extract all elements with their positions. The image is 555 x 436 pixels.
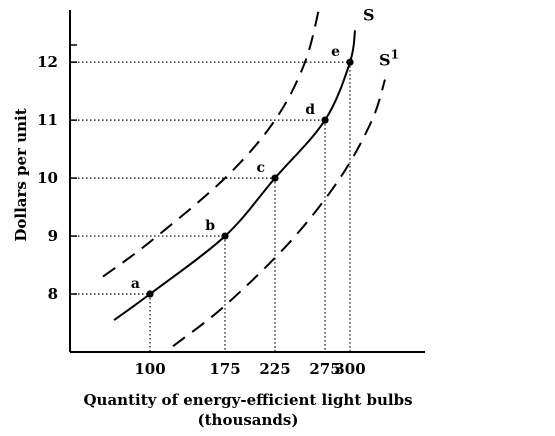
x-tick-label-175: 175 <box>209 360 240 378</box>
x-tick-label-100: 100 <box>134 360 165 378</box>
y-tick-label-8: 8 <box>48 285 58 303</box>
supply-curves <box>102 3 386 347</box>
point-a <box>146 290 154 298</box>
x-tick-label-300: 300 <box>334 360 365 378</box>
y-tick-label-12: 12 <box>37 53 58 71</box>
point-e <box>346 58 354 66</box>
curve-s2 <box>102 3 321 278</box>
point-c <box>271 174 279 182</box>
curve-label-s: S <box>363 5 375 24</box>
dotted-guide-lines <box>70 61 351 352</box>
marked-points <box>146 58 354 298</box>
point-d <box>321 116 329 124</box>
x-tick-label-225: 225 <box>259 360 290 378</box>
point-label-e: e <box>331 44 340 60</box>
x-axis-title-line2: (thousands) <box>198 411 299 429</box>
point-label-a: a <box>131 276 140 292</box>
y-tick-label-9: 9 <box>48 227 58 245</box>
curve-s1 <box>172 79 386 347</box>
x-axis-title-line1: Quantity of energy-efficient light bulbs <box>83 391 412 409</box>
y-tick-label-10: 10 <box>37 169 58 187</box>
curve-label-s1: S1 <box>379 48 399 70</box>
y-tick-label-11: 11 <box>37 111 58 129</box>
point-b <box>221 232 229 240</box>
point-label-c: c <box>256 160 265 176</box>
point-label-d: d <box>305 102 315 118</box>
point-label-b: b <box>205 218 215 234</box>
curve-s <box>113 30 356 321</box>
y-axis-title: Dollars per unit <box>12 108 30 241</box>
x-tick-label-275: 275 <box>309 360 340 378</box>
